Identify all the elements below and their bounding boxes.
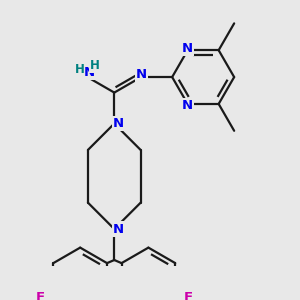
Text: H: H [74,63,84,76]
Text: N: N [113,223,124,236]
Text: H: H [90,59,100,72]
Text: N: N [182,99,193,112]
Text: F: F [184,291,193,300]
Text: N: N [113,117,124,130]
Text: N: N [84,66,95,79]
Text: N: N [136,68,147,81]
Text: N: N [182,42,193,55]
Text: F: F [35,291,45,300]
